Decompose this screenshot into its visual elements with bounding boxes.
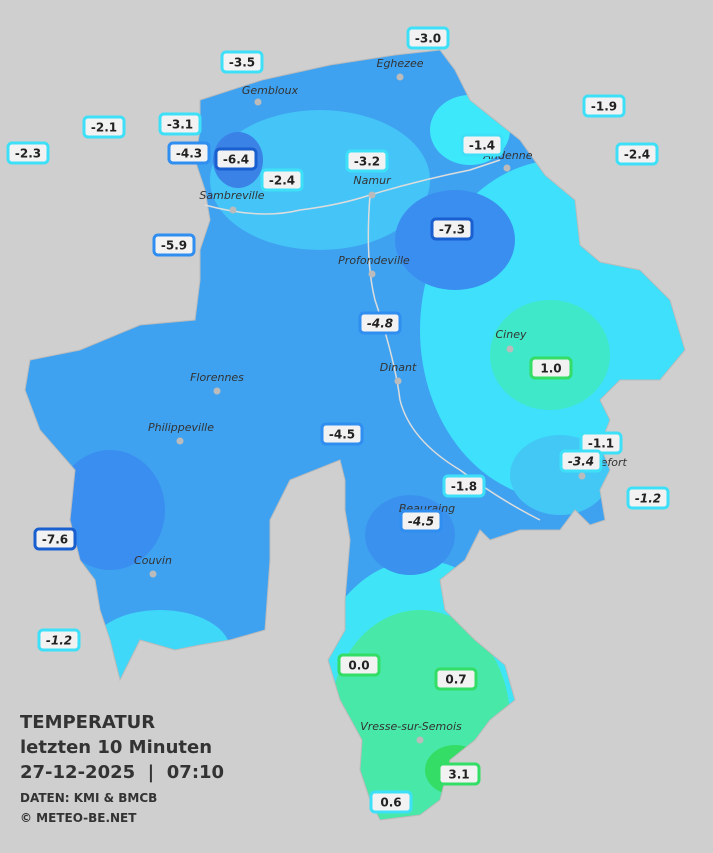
town-dot xyxy=(506,345,514,353)
town-dot xyxy=(368,270,376,278)
station-box xyxy=(369,790,413,814)
station-box xyxy=(152,233,196,257)
station-value: -1.2 xyxy=(46,634,72,648)
town-dot xyxy=(578,472,586,480)
station-value: -4.5 xyxy=(329,428,355,442)
station-value: -1.2 xyxy=(635,492,661,506)
station-value: -4.3 xyxy=(176,147,202,161)
station-box xyxy=(260,168,304,192)
town-dot xyxy=(368,191,376,199)
station-value: -4.5 xyxy=(408,515,434,529)
station-box xyxy=(167,141,211,165)
towns: EghezeeGemblouxAndenneNamurSambrevillePr… xyxy=(134,57,627,744)
station-box xyxy=(626,486,670,510)
station-box xyxy=(158,112,202,136)
station-box xyxy=(434,667,478,691)
stations: -3.0 -3.5 -2.1 -3.1 -1.9 -2.3 -4.3 -6.4 -1.4 -2.4… xyxy=(6,26,670,814)
town-dot xyxy=(503,164,511,172)
station-value: -4.8 xyxy=(367,317,393,331)
town-dot xyxy=(254,98,262,106)
station-value: -3.4 xyxy=(568,455,594,469)
town-label: Vresse-sur-Semois xyxy=(360,720,462,733)
station-box xyxy=(37,628,81,652)
town-label: Florennes xyxy=(190,371,244,384)
legend-subtitle: letzten 10 Minuten xyxy=(20,737,213,758)
station-box xyxy=(82,115,126,139)
town-label: Namur xyxy=(353,174,392,187)
town-label: Philippeville xyxy=(148,421,214,434)
town-label: Sambreville xyxy=(199,189,264,202)
station-box xyxy=(559,449,603,473)
town-dot xyxy=(229,206,237,214)
river xyxy=(204,159,501,215)
town-dot xyxy=(394,377,402,385)
station-value: -6.4 xyxy=(223,153,249,167)
station-value: -2.4 xyxy=(624,148,650,162)
station-box xyxy=(399,509,443,533)
station-value: 0.6 xyxy=(380,796,401,810)
station-box xyxy=(442,474,486,498)
station-value: -3.5 xyxy=(229,56,255,70)
legend-datetime: 27-12-2025 | 07:10 xyxy=(20,762,225,783)
town-dot xyxy=(176,437,184,445)
station-value: -2.3 xyxy=(15,147,41,161)
station-box xyxy=(529,356,573,380)
station-box xyxy=(615,142,659,166)
station-box xyxy=(6,141,50,165)
station-value: 3.1 xyxy=(448,768,469,782)
town-dot xyxy=(149,570,157,578)
town-label: Couvin xyxy=(134,554,172,567)
station-box xyxy=(406,26,450,50)
town-label: Gembloux xyxy=(242,84,299,97)
station-box xyxy=(345,149,389,173)
station-value: 1.0 xyxy=(540,362,561,376)
town-label: Ciney xyxy=(496,328,527,341)
town-dot xyxy=(396,73,404,81)
legend-source: DATEN: KMI & BMCB xyxy=(20,791,158,805)
station-box xyxy=(460,133,504,157)
station-box xyxy=(437,762,481,786)
legend-copyright: © METEO-BE.NET xyxy=(20,811,137,825)
legend-title: TEMPERATUR xyxy=(20,712,156,733)
station-box xyxy=(430,217,474,241)
station-value: -5.9 xyxy=(161,239,187,253)
town-label: Eghezee xyxy=(377,57,424,70)
station-value: -1.1 xyxy=(588,437,614,451)
station-box xyxy=(220,50,264,74)
town-label: Dinant xyxy=(380,361,417,374)
station-value: -3.1 xyxy=(167,118,193,132)
station-value: -3.0 xyxy=(415,32,441,46)
town-dot xyxy=(416,736,424,744)
station-value: -2.1 xyxy=(91,121,117,135)
station-value: -2.4 xyxy=(269,174,295,188)
station-box xyxy=(33,527,77,551)
station-value: -1.4 xyxy=(469,139,495,153)
station-box xyxy=(337,653,381,677)
station-value: -7.3 xyxy=(439,223,465,237)
town-label: Profondeville xyxy=(338,254,410,267)
station-value: -7.6 xyxy=(42,533,68,547)
station-value: 0.0 xyxy=(348,659,369,673)
station-value: -1.8 xyxy=(451,480,477,494)
station-box xyxy=(214,147,258,171)
station-box xyxy=(358,311,402,335)
town-dot xyxy=(213,387,221,395)
station-value: -3.2 xyxy=(354,155,380,169)
station-value: 0.7 xyxy=(445,673,466,687)
station-box xyxy=(320,422,364,446)
station-box xyxy=(582,94,626,118)
station-value: -1.9 xyxy=(591,100,617,114)
